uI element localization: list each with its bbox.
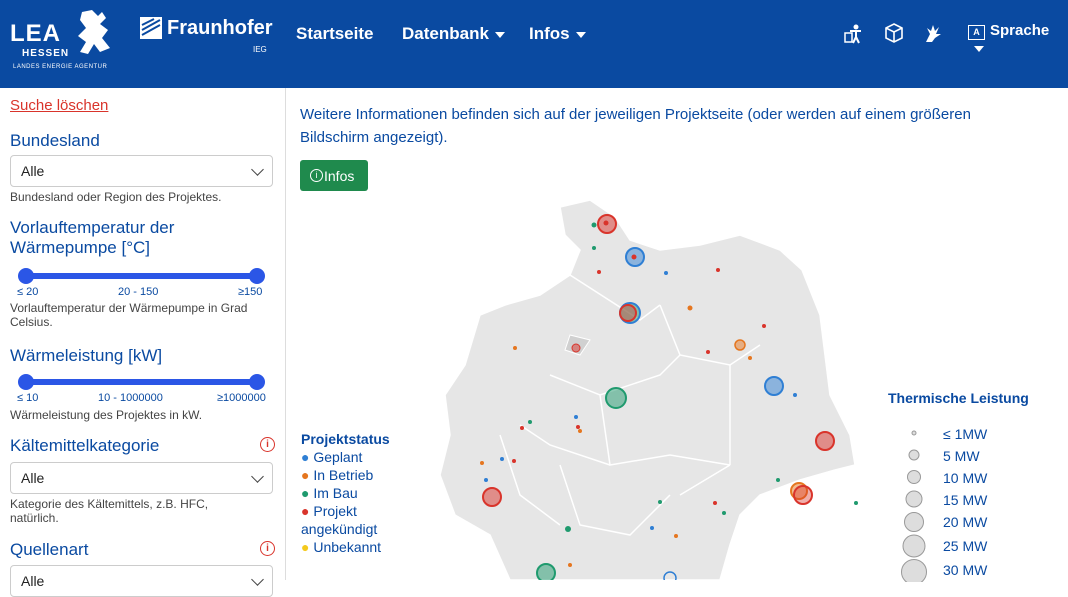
legend-item-geplant: ● Geplant bbox=[301, 448, 401, 466]
project-markers[interactable] bbox=[480, 214, 858, 580]
nav-datenbank-label: Datenbank bbox=[402, 24, 489, 43]
legend-dot-icon: ● bbox=[301, 449, 310, 465]
vorlauf-tick-min: ≤ 20 bbox=[17, 286, 39, 298]
capacity-legend-title: Thermische Leistung bbox=[888, 390, 1029, 406]
legend-dot-icon: ● bbox=[301, 503, 310, 519]
fraunhofer-name: Fraunhofer bbox=[167, 17, 273, 39]
lea-logo-text: LEA bbox=[10, 20, 61, 47]
fraunhofer-mark-icon bbox=[140, 17, 162, 39]
bundesland-help: Bundesland oder Region des Projektes. bbox=[10, 190, 222, 204]
status-legend: Projektstatus ● Geplant ● In Betrieb ● I… bbox=[301, 430, 401, 556]
status-legend-title: Projektstatus bbox=[301, 431, 390, 447]
capacity-label: ≤ 1MW bbox=[943, 426, 988, 442]
waermeleistung-slider-track[interactable] bbox=[24, 379, 258, 385]
legend-label: Im Bau bbox=[313, 485, 358, 501]
capacity-legend-circles bbox=[901, 430, 927, 582]
legend-item-in-betrieb: ● In Betrieb bbox=[301, 466, 401, 484]
infos-button[interactable]: i Infos bbox=[300, 160, 368, 191]
legend-dot-icon: ● bbox=[301, 467, 310, 483]
state-borders bbox=[499, 274, 761, 536]
translate-icon: A bbox=[968, 25, 985, 40]
nav-infos[interactable]: Infos bbox=[529, 24, 586, 44]
chevron-down-icon bbox=[251, 470, 264, 483]
nav-startseite[interactable]: Startseite bbox=[296, 24, 374, 43]
filter-sidebar: Suche löschen Bundesland Alle Bundesland… bbox=[0, 88, 286, 597]
legend-label: Geplant bbox=[313, 449, 363, 465]
infos-button-label: Infos bbox=[324, 168, 355, 184]
clear-search-link[interactable]: Suche löschen bbox=[10, 97, 109, 114]
info-circle-icon: i bbox=[310, 169, 323, 182]
waermeleistung-tick-mid: 10 - 1000000 bbox=[98, 392, 163, 404]
legend-label: Unbekannt bbox=[313, 539, 382, 555]
waermeleistung-slider-max-handle[interactable] bbox=[249, 374, 265, 390]
cube-icon[interactable] bbox=[883, 22, 905, 44]
kaeltemittel-help: Kategorie des Kältemittels, z.B. HFC, na… bbox=[10, 497, 209, 525]
top-navbar: LEA HESSEN LANDES ENERGIE AGENTUR Fraunh… bbox=[0, 0, 1068, 88]
waermeleistung-tick-min: ≤ 10 bbox=[17, 392, 39, 404]
waermeleistung-help: Wärmeleistung des Projektes in kW. bbox=[10, 408, 203, 422]
capacity-label: 15 MW bbox=[943, 492, 988, 508]
language-label: Sprache bbox=[990, 22, 1050, 39]
lea-logo-subline: LANDES ENERGIE AGENTUR bbox=[13, 64, 108, 70]
capacity-label: 25 MW bbox=[943, 538, 988, 554]
vorlauf-slider-min-handle[interactable] bbox=[18, 268, 34, 284]
capacity-label: 20 MW bbox=[943, 514, 988, 530]
language-dropdown[interactable]: A Sprache bbox=[968, 22, 1068, 57]
lion-icon bbox=[78, 10, 110, 54]
quellenart-info-icon[interactable]: i bbox=[260, 541, 275, 556]
lea-hessen-logo[interactable]: LEA HESSEN LANDES ENERGIE AGENTUR bbox=[10, 8, 120, 70]
chevron-down-icon bbox=[251, 163, 264, 176]
vorlauf-tick-max: ≥150 bbox=[238, 286, 263, 298]
capacity-label: 10 MW bbox=[943, 470, 988, 486]
legend-item-angekuendigt: ● Projekt angekündigt bbox=[301, 502, 401, 538]
waermeleistung-label: Wärmeleistung [kW] bbox=[10, 346, 163, 365]
legend-item-unbekannt: ● Unbekannt bbox=[301, 538, 401, 556]
legend-dot-icon: ● bbox=[301, 539, 310, 555]
legend-label: In Betrieb bbox=[313, 467, 374, 483]
legend-dot-icon: ● bbox=[301, 485, 310, 501]
accessibility-icon[interactable] bbox=[842, 22, 864, 44]
quellenart-value: Alle bbox=[21, 573, 45, 589]
kaeltemittel-label: Kältemittelkategorie bbox=[10, 436, 160, 455]
capacity-legend: Thermische Leistung ≤ 1MW 5 MW 10 MW 15 … bbox=[888, 390, 1029, 582]
waermeleistung-tick-max: ≥1000000 bbox=[217, 392, 266, 404]
bundesland-select[interactable]: Alle bbox=[10, 155, 273, 187]
germany-outline bbox=[439, 199, 856, 580]
kaeltemittel-select[interactable]: Alle bbox=[10, 462, 273, 494]
vorlauf-slider-track[interactable] bbox=[24, 273, 258, 279]
legend-item-im-bau: ● Im Bau bbox=[301, 484, 401, 502]
vorlauf-help: Vorlauftemperatur der Wärmepumpe in Grad… bbox=[10, 301, 248, 329]
map-markers bbox=[480, 214, 858, 580]
capacity-label: 30 MW bbox=[943, 562, 988, 578]
bundesland-value: Alle bbox=[21, 163, 45, 179]
legend-label: Projekt angekündigt bbox=[301, 503, 378, 537]
intro-text: Weitere Informationen befinden sich auf … bbox=[300, 106, 971, 146]
nav-infos-label: Infos bbox=[529, 24, 570, 43]
vorlauf-slider-max-handle[interactable] bbox=[249, 268, 265, 284]
nav-datenbank[interactable]: Datenbank bbox=[402, 24, 505, 44]
vorlauf-label: Vorlauftemperatur der Wärmepumpe [°C] bbox=[10, 218, 175, 257]
fraunhofer-sub: IEG bbox=[253, 45, 267, 54]
quellenart-select[interactable]: Alle bbox=[10, 565, 273, 597]
germany-map[interactable] bbox=[430, 195, 880, 580]
bundesland-label: Bundesland bbox=[10, 131, 100, 150]
capacity-label: 5 MW bbox=[943, 448, 980, 464]
vorlauf-tick-mid: 20 - 150 bbox=[118, 286, 159, 298]
quellenart-label: Quellenart bbox=[10, 540, 89, 559]
waermeleistung-slider-min-handle[interactable] bbox=[18, 374, 34, 390]
lea-logo-sub: HESSEN bbox=[22, 48, 70, 59]
capacity-legend-labels: ≤ 1MW 5 MW 10 MW 15 MW 20 MW 25 MW 30 MW bbox=[943, 426, 1023, 584]
kaeltemittel-value: Alle bbox=[21, 470, 45, 486]
kaeltemittel-info-icon[interactable]: i bbox=[260, 437, 275, 452]
sign-language-icon[interactable] bbox=[922, 22, 944, 44]
